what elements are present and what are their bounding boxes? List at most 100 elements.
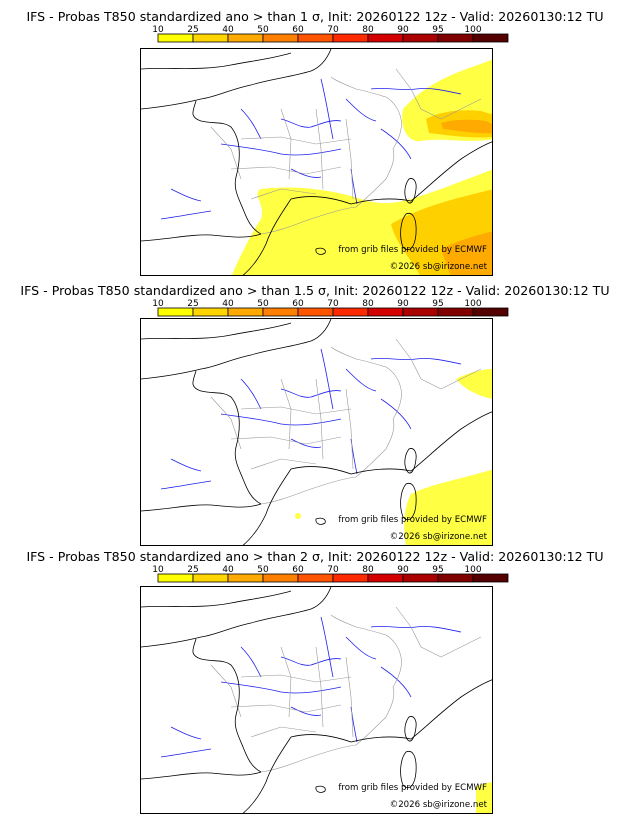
coastline-path [290,196,412,205]
legend-tick-label: 40 [222,299,234,309]
map-frame: from grib files provided by ECMWF ©2026 … [140,48,493,276]
legend-box [367,573,404,583]
admin-border-line [345,388,354,470]
admin-border-line [330,614,387,636]
legend-box [297,573,334,583]
river-line [240,108,262,140]
legend-box [192,33,229,43]
credit-copyright: ©2026 sb@irizone.net [389,800,487,810]
coastline-path [242,736,292,813]
panel-title: IFS - Probas T850 standardized ano > tha… [20,283,610,298]
legend-tick-label: 80 [362,299,374,309]
admin-border-line [395,338,442,390]
admin-border-line [330,76,387,98]
legend-tick-label: 70 [327,25,339,35]
legend-box [367,307,404,317]
river-line [345,98,377,122]
legend-tick-labels: 10 25 40 50 60 70 80 90 95 100 [152,299,482,309]
admin-border-line [315,108,324,190]
river-line [160,210,212,220]
coastline-path [404,716,417,742]
legend-tick-label: 60 [292,565,304,575]
river-line [345,368,377,392]
legend-tick-label: 95 [432,565,443,575]
river-line [290,168,322,178]
coastline-path [290,466,412,475]
map-svg [141,319,492,545]
coastline-path [141,771,262,780]
legend-box [157,573,194,583]
color-legend: 10 25 40 50 60 70 80 90 95 100 [0,298,630,338]
coastline-path [315,517,326,525]
admin-borders [210,338,482,505]
admin-border-line [210,396,242,450]
legend-tick-label: 90 [397,565,409,575]
admin-border-line [260,206,357,235]
legend-box [157,33,194,43]
admin-border-line [230,436,342,445]
admin-border-line [355,418,395,478]
legend-box [402,33,439,43]
rivers [160,616,462,758]
admin-border-line [260,476,357,505]
river-line [290,706,322,716]
legend-svg: 10 25 40 50 60 70 80 90 95 100 [152,565,509,583]
color-legend: 10 25 40 50 60 70 80 90 95 100 [0,24,630,64]
river-line [280,118,342,128]
legend-box [437,573,474,583]
legend-tick-label: 25 [187,299,198,309]
credit-copyright: ©2026 sb@irizone.net [389,532,487,542]
legend-tick-label: 70 [327,565,339,575]
river-line [170,726,202,740]
coastline-path [315,785,326,793]
admin-border-line [355,686,395,746]
legend-tick-label: 100 [464,565,481,575]
coastline-path [242,198,292,275]
admin-border-line [210,126,242,180]
river-line [380,666,412,698]
admin-border-line [210,664,242,718]
rivers [160,348,462,490]
admin-border-line [440,636,482,658]
coastline-path [410,411,492,472]
panel-title: IFS - Probas T850 standardized ano > tha… [26,9,604,24]
admin-borders [210,606,482,773]
legend-tick-label: 50 [257,565,269,575]
river-line [170,188,202,202]
admin-border-line [230,166,342,175]
coastline-path [290,734,412,743]
panel-title: IFS - Probas T850 standardized ano > tha… [26,549,604,564]
admin-border-line [385,366,402,420]
river-line [370,358,462,365]
admin-border-line [230,704,342,713]
river-line [280,388,342,398]
admin-border-line [345,118,354,200]
legend-tick-label: 100 [464,25,481,35]
admin-border-line [395,68,442,120]
legend-box [227,573,264,583]
coastline-path [315,247,326,255]
legend-box [262,307,299,317]
legend-box [332,573,369,583]
coastline-path [141,52,292,70]
legend-box [402,573,439,583]
coastline-path [410,679,492,740]
probability-fill [476,782,492,813]
admin-border-line [240,674,352,683]
admin-border-line [345,656,354,738]
river-line [345,636,377,660]
river-line [160,748,212,758]
river-line [380,398,412,430]
coastline-path [141,590,292,608]
river-line [290,438,322,448]
coastline [141,49,492,275]
legend-tick-label: 70 [327,299,339,309]
admin-border-line [260,744,357,773]
legend-box [367,33,404,43]
credit-copyright: ©2026 sb@irizone.net [389,262,487,272]
coastline-path [192,100,262,235]
admin-border-line [355,148,395,208]
legend-box [192,573,229,583]
admin-border-line [250,726,317,738]
legend-box [227,33,264,43]
